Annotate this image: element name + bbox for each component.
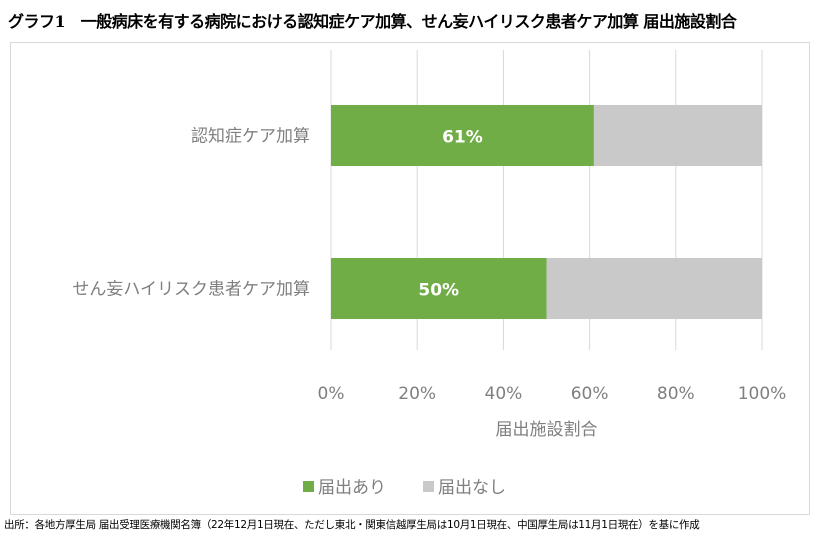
source-note: 出所：各地方厚生局 届出受理医療機関名簿（22年12月1日現在、ただし東北・関東…: [4, 519, 700, 531]
x-tick-label: 80%: [657, 384, 695, 404]
legend-swatch: [303, 481, 314, 492]
chart-title: グラフ1 一般病床を有する病院における認知症ケア加算、せん妄ハイリスク患者ケア加…: [8, 12, 737, 31]
data-label: 61%: [442, 128, 483, 148]
x-tick-label: 100%: [738, 384, 787, 404]
data-label: 50%: [418, 281, 459, 301]
x-tick-label: 60%: [571, 384, 609, 404]
legend-label: 届出なし: [438, 478, 506, 498]
category-label: 認知症ケア加算: [191, 127, 310, 147]
x-axis-title: 届出施設割合: [496, 420, 598, 440]
category-label: せん妄ハイリスク患者ケア加算: [72, 280, 310, 300]
x-tick-label: 40%: [485, 384, 523, 404]
x-tick-label: 0%: [318, 384, 345, 404]
chart-frame: [10, 42, 810, 515]
x-tick-label: 20%: [398, 384, 436, 404]
bar-notified: [331, 258, 547, 319]
bar-not-notified: [593, 105, 762, 166]
bar-not-notified: [546, 258, 762, 319]
legend-swatch: [423, 481, 434, 492]
bar-notified: [331, 105, 594, 166]
legend-label: 届出あり: [318, 478, 386, 498]
